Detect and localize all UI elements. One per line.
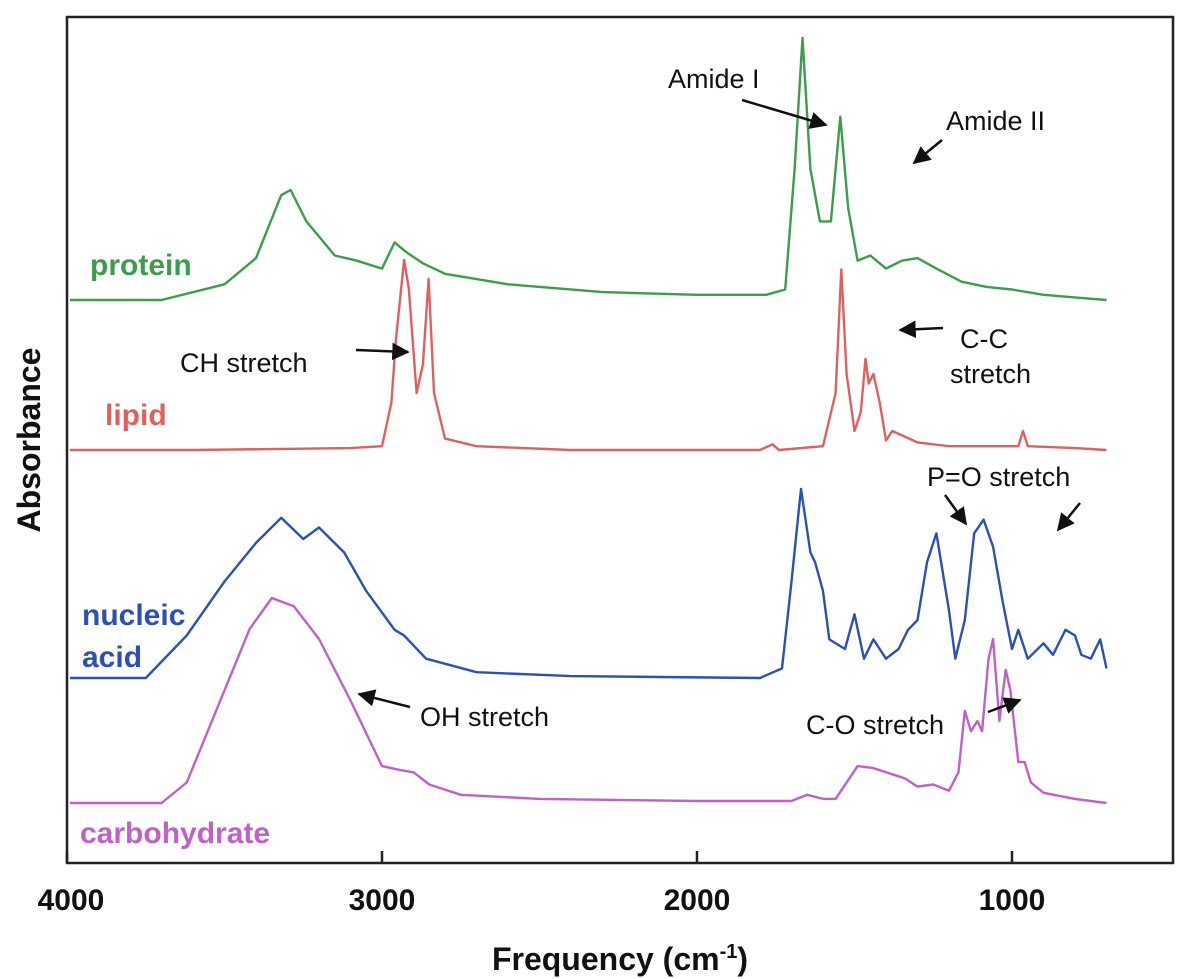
series-label-nucleic: nucleic bbox=[82, 599, 185, 632]
arrow-p-o-right bbox=[1056, 502, 1081, 532]
series-traces bbox=[70, 36, 1108, 805]
arrow-oh-stretch bbox=[357, 689, 411, 709]
arrow-ch-stretch bbox=[355, 342, 410, 361]
arrow-c-c-stretch bbox=[898, 320, 944, 339]
x-tick-label-2000: 2000 bbox=[664, 884, 731, 917]
arrow-amide-i bbox=[741, 98, 828, 129]
arrow-c-o-stretch bbox=[987, 697, 1022, 714]
x-axis-title-main: Frequency (cm bbox=[492, 941, 720, 977]
annotation-oh-stretch: OH stretch bbox=[420, 702, 549, 732]
arrow-p-o-left bbox=[943, 494, 968, 526]
annotation-ch-stretch: CH stretch bbox=[180, 348, 308, 378]
x-tick-label-4000: 4000 bbox=[38, 884, 105, 917]
plot-frame bbox=[65, 15, 1175, 865]
x-axis-title-close: ) bbox=[737, 941, 748, 977]
x-axis-title: Frequency (cm-1) bbox=[492, 941, 748, 977]
series-label-carbohydrate: carbohydrate bbox=[80, 817, 270, 850]
x-tick-label-3000: 3000 bbox=[349, 884, 416, 917]
annotation-c-o-stretch: C-O stretch bbox=[806, 710, 944, 740]
annotation-c-c: C-C bbox=[960, 324, 1008, 354]
series-label-protein: protein bbox=[90, 249, 192, 282]
annotation-p-o-stretch: P=O stretch bbox=[927, 462, 1070, 492]
series-label-acid: acid bbox=[82, 641, 142, 674]
arrow-amide-ii bbox=[912, 139, 943, 165]
series-line-lipid bbox=[70, 258, 1107, 452]
x-axis-title-superscript: -1 bbox=[720, 941, 738, 963]
series-label-lipid: lipid bbox=[105, 399, 167, 432]
x-tick-label-1000: 1000 bbox=[979, 884, 1046, 917]
annotation-c-c-stretch: stretch bbox=[950, 359, 1031, 389]
series-line-protein bbox=[70, 36, 1107, 302]
y-axis-title: Absorbance bbox=[11, 348, 47, 533]
annotation-amide-ii: Amide II bbox=[946, 106, 1045, 136]
x-axis-ticks: 4000 3000 2000 1000 bbox=[38, 851, 1046, 917]
series-line-carbohydrate bbox=[70, 596, 1107, 805]
annotation-amide-i: Amide I bbox=[668, 64, 760, 94]
series-line-nucleic-acid bbox=[70, 487, 1108, 680]
